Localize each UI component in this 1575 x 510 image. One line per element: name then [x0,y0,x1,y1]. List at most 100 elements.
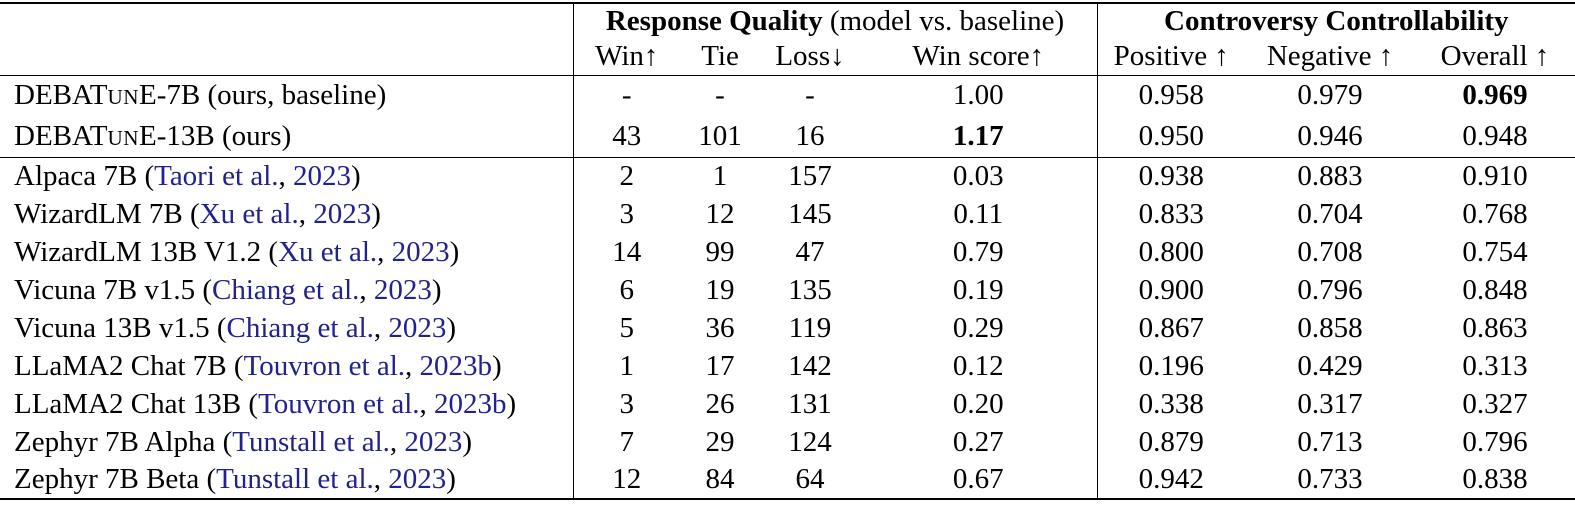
tie-cell: 12 [705,197,735,230]
overall-cell: 0.796 [1462,425,1528,458]
table-row: LLaMA2 Chat 7B (Touvron et al., 2023b) 1 1… [0,347,1575,385]
model-name-cell: Vicuna 7B v1.5 (Chiang et al., 2023) [0,271,573,309]
model-name-cell: DEBATUNE-13B (ours) [0,116,573,157]
results-table: Response Quality (model vs. baseline) Co… [0,2,1575,500]
model-name-text: LLaMA2 Chat 7B ( [14,349,244,382]
model-name-text: E-7B (ours, baseline) [139,79,387,112]
model-name-text: Zephyr 7B Beta ( [14,463,217,495]
tie-cell: 19 [705,273,735,306]
model-name-text: WizardLM 13B V1.2 ( [14,235,279,268]
overall-cell: 0.948 [1462,119,1528,152]
model-name-cell: WizardLM 13B V1.2 (Xu et al., 2023) [0,233,573,271]
citation-link[interactable]: 2023 [388,311,447,344]
win-cell: 6 [572,271,680,309]
citation-link[interactable]: Tunstall et al. [232,425,390,458]
tie-cell: 1 [680,156,760,195]
model-name-text: , [298,197,314,230]
positive-cell: 0.958 [1096,75,1246,116]
loss-cell: 142 [788,349,832,382]
model-name-cell: Zephyr 7B Beta (Tunstall et al., 2023) [0,461,573,499]
positive-cell: 0.867 [1096,309,1246,347]
model-name-text: Vicuna 13B v1.5 ( [14,311,227,344]
citation-link[interactable]: Touvron et al. [258,387,420,420]
table-body: DEBATUNE-7B (ours, baseline) - - -1.00 0.958… [0,75,1575,499]
model-name-text: , [359,273,374,306]
win-cell: 3 [572,385,680,423]
column-header-row: Win↑ Tie Loss↓ Win score↑ Positive ↑ Neg… [0,39,1575,75]
citation-link[interactable]: Chiang et al. [212,273,360,306]
negative-cell: 0.858 [1297,311,1363,344]
win-score-cell: 0.29 [952,311,1004,344]
model-name-cell: WizardLM 7B (Xu et al., 2023) [0,195,573,233]
citation-link[interactable]: 2023b [419,349,493,382]
model-name-text: ) [371,197,381,230]
citation-link[interactable]: 2023 [388,463,447,495]
table-row: WizardLM 13B V1.2 (Xu et al., 2023) 14 99 4… [0,233,1575,271]
table-row: Vicuna 7B v1.5 (Chiang et al., 2023) 6 19 1… [0,271,1575,309]
negative-cell: 0.713 [1297,425,1363,458]
model-name-cell: LLaMA2 Chat 13B (Touvron et al., 2023b) [0,385,573,423]
overall-cell: 0.863 [1462,311,1528,344]
win-score-cell: 1.00 [952,79,1004,112]
overall-cell: 0.838 [1462,463,1528,495]
model-name-text: WizardLM 7B ( [14,197,200,230]
win-cell: 14 [572,233,680,271]
positive-cell: 0.900 [1096,271,1246,309]
loss-cell: 135 [788,273,832,306]
col-header-tie: Tie [701,40,739,73]
model-name-text: ) [431,273,442,306]
citation-link[interactable]: 2023 [391,235,450,268]
citation-link[interactable]: 2023 [313,197,372,230]
win-score-cell: 0.03 [860,156,1098,195]
tie-cell: 17 [705,349,735,382]
win-score-cell: 0.20 [952,387,1004,420]
model-name-text: Alpaca 7B ( [14,159,155,192]
col-header-win: Win↑ [572,39,680,75]
model-name-text: , [419,387,435,420]
win-score-cell: 0.79 [952,235,1004,268]
win-score-cell: 0.11 [953,197,1004,230]
col-header-negative: Negative ↑ [1266,40,1394,73]
model-name-text: ) [462,425,473,458]
citation-link[interactable]: Xu et al. [199,197,299,230]
negative-cell: 0.704 [1297,197,1363,230]
loss-cell: 119 [788,311,832,344]
model-name-text: , [405,349,420,382]
citation-link[interactable]: 2023b [434,387,507,420]
citation-link[interactable]: 2023 [373,273,432,306]
table-header: Response Quality (model vs. baseline) Co… [0,3,1575,75]
model-name-text: ) [492,349,502,382]
group-title-controversy-controllability: Controversy Controllability [1164,5,1509,37]
model-name-text: , [389,425,405,458]
negative-cell: 0.979 [1297,79,1363,112]
win-cell: 43 [572,116,680,157]
col-header-win-score: Win score↑ [912,40,1045,73]
col-header-loss: Loss↓ [775,40,845,73]
table-row: Alpaca 7B (Taori et al., 2023) 2 1 157 0.03 0… [0,156,1575,195]
win-cell: 1 [572,347,680,385]
citation-link[interactable]: Touvron et al. [243,349,406,382]
win-cell: 3 [572,195,680,233]
citation-link[interactable]: Xu et al. [278,235,378,268]
model-header-empty-cell [0,39,573,75]
model-name-text: ) [506,387,517,420]
table-row: LLaMA2 Chat 13B (Touvron et al., 2023b) 3… [0,385,1575,423]
overall-cell: 0.969 [1462,79,1528,112]
citation-link[interactable]: 2023 [404,425,463,458]
model-name-text: , [373,463,389,495]
citation-link[interactable]: Chiang et al. [226,311,374,344]
col-header-overall: Overall ↑ [1440,40,1550,73]
citation-link[interactable]: Tunstall et al. [216,463,374,495]
model-name-text: LLaMA2 Chat 13B ( [14,387,259,420]
model-name-smallcaps: UN [107,85,140,110]
citation-link[interactable]: Taori et al. [154,159,279,192]
model-name-text: Zephyr 7B Alpha ( [14,425,233,458]
positive-cell: 0.938 [1096,156,1246,195]
col-header-positive: Positive ↑ [1096,39,1246,75]
win-cell: - [572,75,680,116]
loss-cell: 157 [760,156,860,195]
win-cell: 5 [572,309,680,347]
model-name-text: E-13B (ours) [139,119,292,152]
citation-link[interactable]: 2023 [293,159,352,192]
positive-cell: 0.942 [1096,461,1246,499]
